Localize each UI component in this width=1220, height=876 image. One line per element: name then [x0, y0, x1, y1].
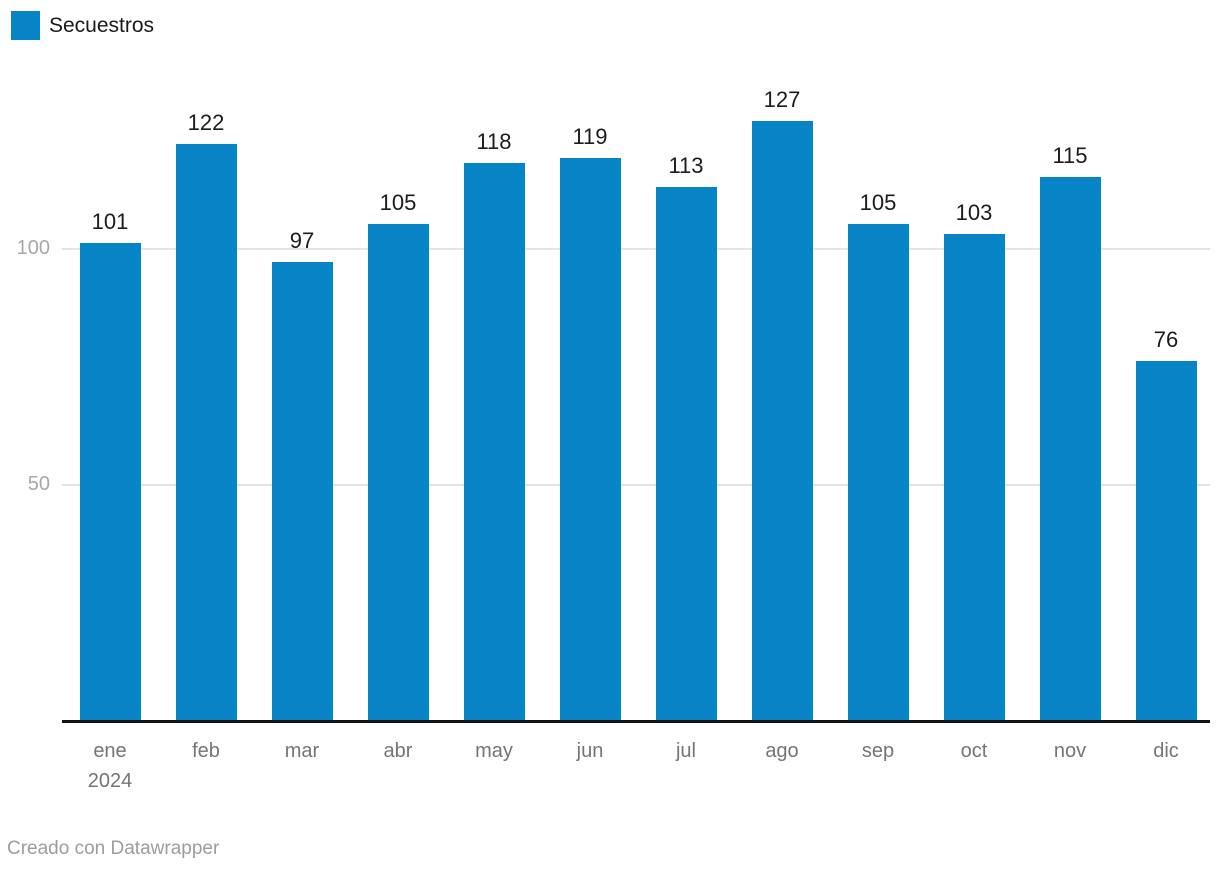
bar-may	[464, 163, 525, 720]
x-tick-label-abr: abr	[383, 740, 413, 762]
bar-value-label-jun: 119	[572, 124, 608, 149]
bar-value-label-nov: 115	[1052, 143, 1088, 168]
x-tick-year-label: 2024	[87, 770, 133, 792]
bar-value-label-ene: 101	[91, 209, 129, 234]
x-tick-label-ene: ene 2024	[62, 736, 158, 796]
x-tick-label-may: may	[475, 740, 513, 762]
bar-value-label-may: 118	[476, 129, 512, 154]
bar-sep	[848, 224, 909, 720]
x-tick-label-ago: ago	[765, 740, 799, 762]
bar-dic	[1136, 361, 1197, 720]
bar-abr	[368, 224, 429, 720]
x-tick-label-jul: jul	[675, 740, 696, 762]
bar-value-label-sep: 105	[859, 190, 897, 215]
y-tick-label-100: 100	[16, 237, 50, 259]
bar-oct	[944, 234, 1005, 720]
legend: Secuestros	[11, 11, 154, 40]
x-tick-label-feb: feb	[192, 740, 220, 762]
bar-value-label-oct: 103	[955, 200, 993, 225]
bar-value-label-mar: 97	[289, 228, 315, 253]
bar-value-label-jul: 113	[668, 153, 704, 178]
bar-value-label-abr: 105	[379, 190, 417, 215]
bar-jul	[656, 187, 717, 720]
legend-swatch	[11, 11, 40, 40]
y-tick-label-50: 50	[27, 473, 50, 495]
gridline-50	[62, 484, 1210, 486]
attribution-text: Creado con Datawrapper	[7, 838, 220, 859]
x-tick-label-sep: sep	[861, 740, 895, 762]
x-tick-label-nov: nov	[1053, 740, 1087, 762]
x-axis-line	[62, 720, 1210, 723]
gridline-100	[62, 248, 1210, 250]
bar-value-label-ago: 127	[763, 87, 801, 112]
x-tick-label-oct: oct	[960, 740, 988, 762]
bar-value-label-feb: 122	[187, 110, 225, 135]
x-tick-label-dic: dic	[1153, 740, 1179, 762]
bar-jun	[560, 158, 621, 720]
bar-ago	[752, 121, 813, 720]
bar-mar	[272, 262, 333, 720]
bar-ene	[80, 243, 141, 720]
x-tick-label-jun: jun	[576, 740, 604, 762]
legend-label: Secuestros	[49, 14, 155, 37]
bar-nov	[1040, 177, 1101, 720]
bar-feb	[176, 144, 237, 720]
x-tick-label-mar: mar	[284, 740, 320, 762]
bar-value-label-dic: 76	[1153, 327, 1179, 352]
